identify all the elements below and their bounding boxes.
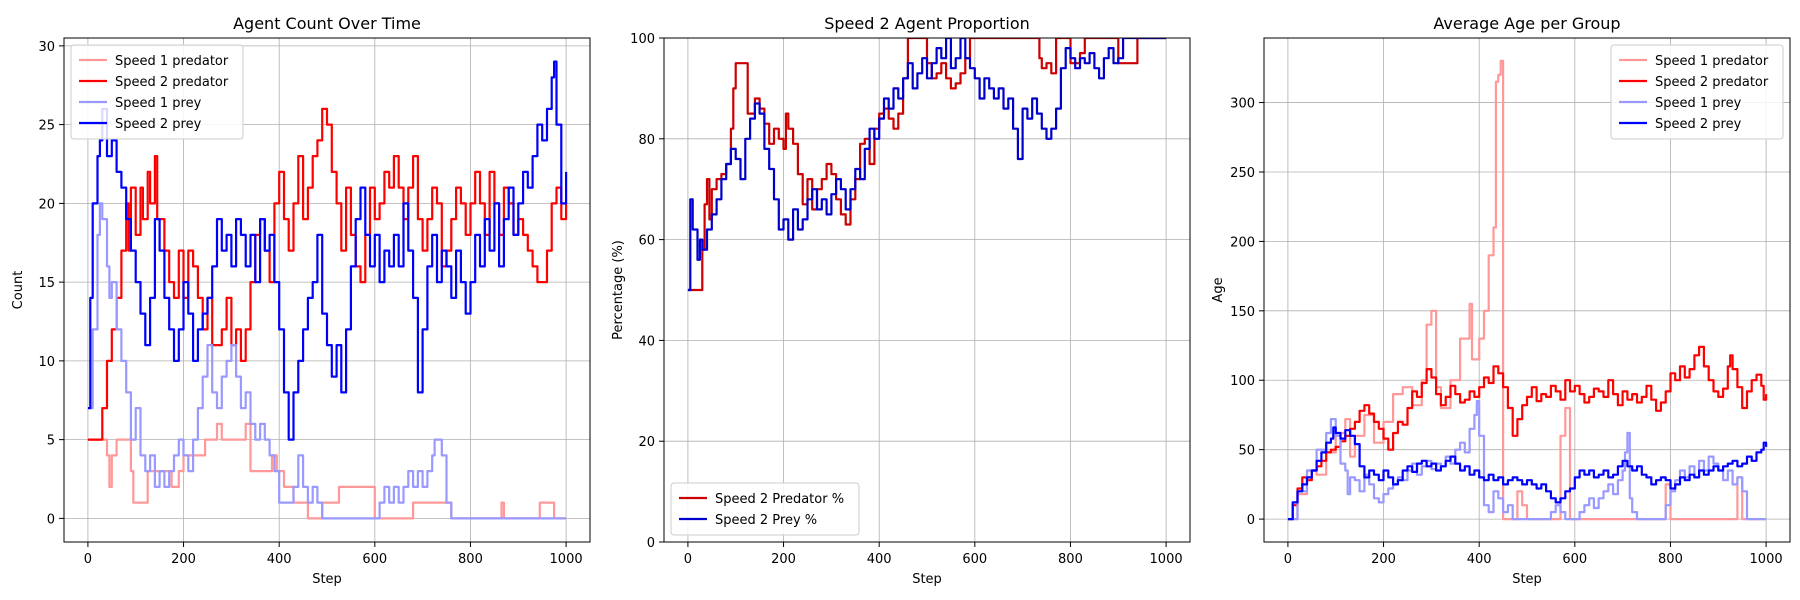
x-tick-label: 800 (458, 552, 483, 567)
series-group (687, 38, 1167, 292)
y-tick-label: 100 (1230, 374, 1255, 389)
series-line-2 (687, 38, 1167, 292)
legend-label: Speed 2 prey (1655, 117, 1742, 132)
legend-box (670, 482, 860, 536)
y-tick-label: 0 (47, 512, 55, 527)
chart-panel-1: 0 200 400 600 800 1000 0 5 10 15 20 25 30 Agent Count… (11, 14, 591, 587)
x-tick-label: 400 (267, 552, 292, 567)
x-tick-label: 400 (1467, 552, 1492, 567)
series-group (1287, 59, 1768, 521)
y-tick-label: 15 (38, 276, 55, 291)
axes-frame (663, 37, 1191, 543)
legend-label: Speed 2 Predator % (715, 492, 844, 507)
series-line-4 (87, 60, 568, 441)
y-tick-label: 100 (630, 32, 655, 47)
x-tick-label: 1000 (1750, 552, 1783, 567)
y-tick-label: 300 (1230, 97, 1255, 112)
legend: Speed 1 predator Speed 2 predator Speed 1 … (1610, 44, 1784, 140)
axes-frame (1263, 37, 1791, 543)
x-tick-label: 0 (684, 552, 692, 567)
series-line-3 (1287, 400, 1767, 521)
y-axis-label: Age (1211, 277, 1226, 302)
y-axis-label: Percentage (%) (611, 240, 626, 340)
y-tick-label: 10 (38, 355, 55, 370)
chart-title: Average Age per Group (1433, 14, 1620, 33)
legend-box (1610, 44, 1784, 140)
y-tick-label: 20 (38, 197, 55, 212)
y-tick-label: 0 (647, 536, 655, 551)
y-tick-label: 50 (1238, 444, 1255, 459)
legend-label: Speed 2 predator (1655, 75, 1769, 90)
x-tick-label: 800 (1058, 552, 1083, 567)
legend-box (70, 44, 244, 140)
x-tick-label: 600 (962, 552, 987, 567)
x-tick-label: 200 (171, 552, 196, 567)
x-tick-label: 400 (867, 552, 892, 567)
chart-panel-2: 0 200 400 600 800 1000 0 20 40 60 80 100 Speed 2 Age… (611, 14, 1191, 587)
y-tick-label: 0 (1247, 513, 1255, 528)
y-axis-label: Count (11, 271, 26, 310)
x-axis-label: Step (312, 572, 342, 587)
y-tick-label: 30 (38, 40, 55, 55)
x-tick-label: 800 (1658, 552, 1683, 567)
series-line-3 (87, 202, 567, 520)
y-tick-label: 25 (38, 119, 55, 134)
x-tick-label: 200 (1371, 552, 1396, 567)
legend-label: Speed 1 predator (115, 54, 229, 69)
legend-label: Speed 1 prey (115, 96, 202, 111)
x-tick-label: 600 (362, 552, 387, 567)
x-tick-label: 1000 (550, 552, 583, 567)
series-line-1 (1287, 59, 1767, 521)
y-tick-label: 250 (1230, 166, 1255, 181)
legend-label: Speed 1 prey (1655, 96, 1742, 111)
legend: Speed 2 Predator % Speed 2 Prey % (670, 482, 860, 536)
y-tick-label: 200 (1230, 235, 1255, 250)
x-tick-label: 200 (771, 552, 796, 567)
x-tick-label: 0 (84, 552, 92, 567)
series-line-2 (1287, 345, 1768, 521)
legend-label: Speed 2 prey (115, 117, 202, 132)
y-tick-label: 150 (1230, 305, 1255, 320)
legend-label: Speed 1 predator (1655, 54, 1769, 69)
axes-frame (63, 37, 591, 543)
y-tick-label: 5 (47, 434, 55, 449)
y-tick-label: 20 (638, 435, 655, 450)
legend: Speed 1 predator Speed 2 predator Speed 1 … (70, 44, 244, 140)
x-tick-label: 0 (1284, 552, 1292, 567)
x-tick-label: 1000 (1150, 552, 1183, 567)
y-tick-label: 80 (638, 133, 655, 148)
x-axis-label: Step (912, 572, 942, 587)
legend-label: Speed 2 Prey % (715, 513, 817, 528)
chart-title: Agent Count Over Time (233, 14, 421, 33)
series-group (87, 60, 568, 520)
y-tick-label: 40 (638, 334, 655, 349)
y-tick-label: 60 (638, 234, 655, 249)
series-line-4 (1287, 426, 1768, 521)
chart-panel-3: 0 200 400 600 800 1000 0 50 100 150 200 250 300 Avera… (1211, 14, 1791, 587)
x-tick-label: 600 (1562, 552, 1587, 567)
x-axis-label: Step (1512, 572, 1542, 587)
chart-title: Speed 2 Agent Proportion (824, 14, 1030, 33)
legend-label: Speed 2 predator (115, 75, 229, 90)
